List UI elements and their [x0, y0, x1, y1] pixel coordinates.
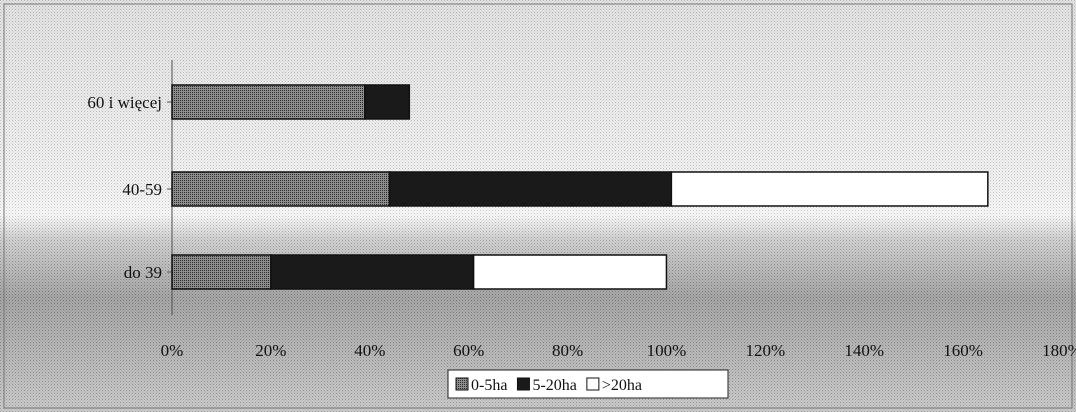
- legend-swatch: [516, 377, 530, 391]
- bar-20ha-1: [670, 171, 989, 207]
- bar-20ha-2: [472, 254, 668, 290]
- x-tick-label: 160%: [943, 341, 983, 360]
- x-tick-label: 40%: [354, 341, 385, 360]
- x-tick-label: 100%: [647, 341, 687, 360]
- bar-520ha-2: [270, 254, 475, 290]
- x-tick-label: 0%: [161, 341, 184, 360]
- bar-05ha-0: [171, 84, 366, 120]
- x-tick-label: 140%: [844, 341, 884, 360]
- bar-520ha-0: [364, 84, 411, 120]
- category-label: 60 i więcej: [87, 93, 162, 112]
- category-label: 40-59: [122, 180, 162, 199]
- legend-entry-label: 0-5ha: [471, 377, 507, 394]
- category-label: do 39: [124, 263, 162, 282]
- legend: 0-5ha 5-20ha >20ha: [447, 369, 729, 399]
- bars-layer: [171, 84, 989, 290]
- x-tick-label: 20%: [255, 341, 286, 360]
- x-tick-label: 60%: [453, 341, 484, 360]
- x-tick-label: 180%: [1042, 341, 1076, 360]
- category-labels: 60 i więcej 40-59 do 39: [87, 93, 162, 282]
- bar-05ha-2: [171, 254, 272, 290]
- bar-05ha-1: [171, 171, 391, 207]
- x-tick-label: 80%: [552, 341, 583, 360]
- x-tick-label: 120%: [745, 341, 785, 360]
- legend-entry-label: >20ha: [602, 377, 642, 394]
- legend-swatch: [586, 377, 600, 391]
- bar-520ha-1: [388, 171, 673, 207]
- legend-swatch: [455, 377, 469, 391]
- x-tick-labels: 0% 20% 40% 60% 80% 100% 120% 140% 160% 180%: [161, 341, 1076, 360]
- legend-entry-label: 5-20ha: [532, 377, 576, 394]
